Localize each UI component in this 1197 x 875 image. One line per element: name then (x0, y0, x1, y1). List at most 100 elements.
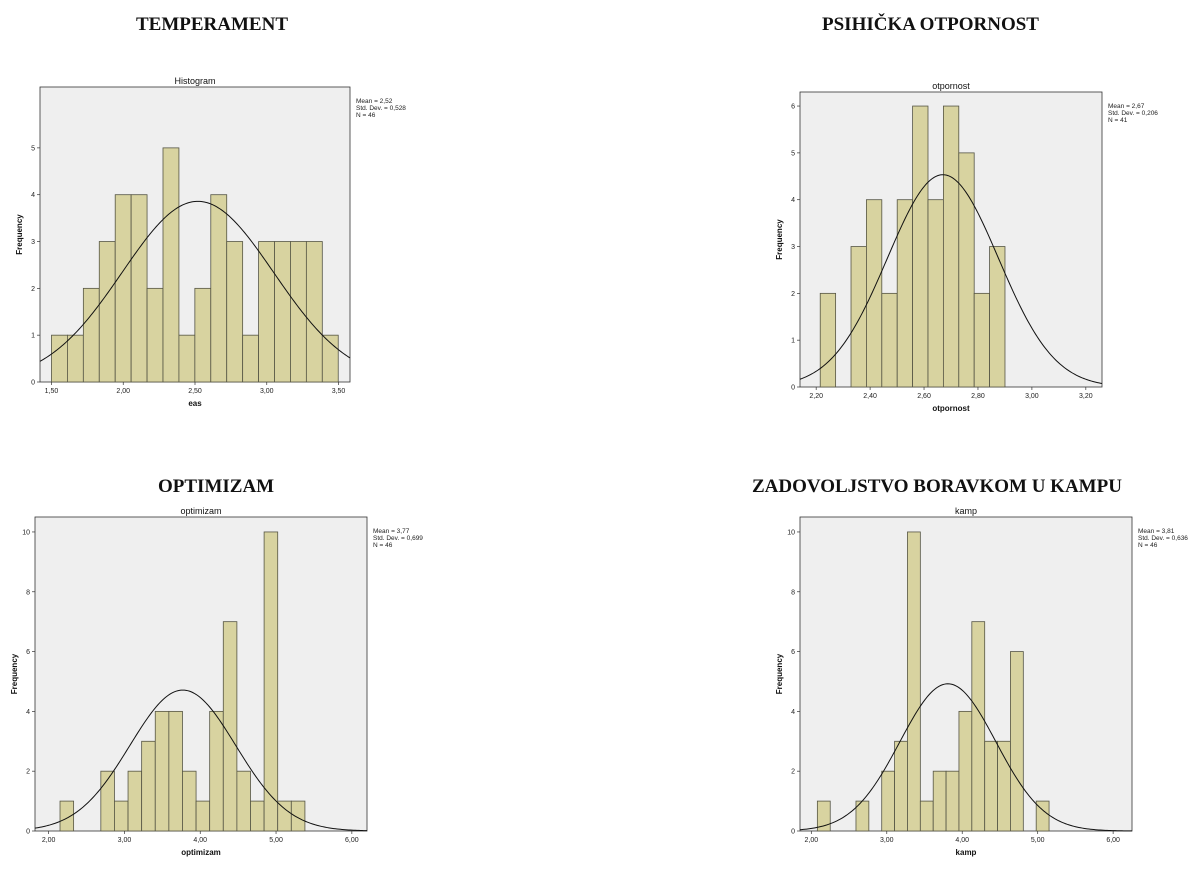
normal-curve (39, 200, 351, 362)
y-tick-label: 2 (31, 286, 35, 293)
histogram-bar (932, 770, 947, 832)
heading-optimizam: OPTIMIZAM (158, 476, 275, 497)
x-tick-label: 6,00 (1106, 837, 1120, 844)
x-axis-label: optimizam (181, 848, 221, 857)
histogram-bar (942, 105, 960, 388)
histogram-bar (127, 770, 143, 832)
y-tick-label: 2 (791, 769, 795, 776)
x-axis-label: eas (188, 399, 202, 408)
x-tick-label: 2,20 (809, 393, 823, 400)
stats-line: Mean = 3,77 (373, 528, 410, 535)
histogram-bar (958, 152, 975, 388)
y-tick-label: 10 (787, 529, 795, 536)
y-tick-label: 3 (791, 244, 795, 251)
x-axis-label: otpornost (932, 404, 970, 413)
stats-line: Mean = 3,81 (1138, 528, 1175, 535)
x-tick-label: 4,00 (955, 837, 969, 844)
histogram-bar (927, 199, 944, 388)
histogram-bar (1035, 800, 1050, 832)
histogram-bar (236, 770, 251, 832)
x-tick-label: 5,00 (269, 837, 283, 844)
histogram-bar (971, 621, 986, 832)
stats-line: Mean = 2,67 (1108, 103, 1145, 110)
histogram-bar (226, 241, 244, 383)
histogram-bar (984, 740, 998, 832)
y-tick-label: 0 (31, 380, 35, 387)
x-tick-label: 3,00 (1025, 393, 1039, 400)
histogram-bar (305, 241, 323, 383)
histogram-bar (194, 287, 212, 383)
histogram-bar (945, 770, 960, 832)
y-tick-label: 6 (791, 649, 795, 656)
histogram-bar (162, 147, 180, 383)
histogram-bar (894, 740, 908, 832)
heading-temperament: TEMPERAMENT (136, 14, 288, 35)
y-tick-label: 8 (791, 589, 795, 596)
x-tick-label: 3,50 (332, 388, 346, 395)
x-tick-label: 2,00 (805, 837, 819, 844)
histogram-bar (866, 199, 883, 388)
y-tick-label: 4 (791, 709, 795, 716)
histogram-bar (997, 740, 1011, 832)
histogram-bar (250, 800, 265, 832)
x-tick-label: 2,00 (42, 837, 56, 844)
histogram-bar (59, 800, 75, 832)
x-tick-label: 2,40 (863, 393, 877, 400)
heading-zadovoljstvo-kamp: ZADOVOLJSTVO BORAVKOM U KAMPU (752, 476, 1122, 497)
x-tick-label: 3,00 (118, 837, 132, 844)
histogram-bar (130, 194, 148, 383)
histogram-temperament: Histogram 1,50 2,00 2,50 3,00 3,50 0 1 2 3 4 5 eas Fr… (15, 76, 406, 408)
stats-line: Std. Dev. = 0,206 (1108, 110, 1158, 117)
x-tick-label: 2,80 (971, 393, 985, 400)
stats-line: Std. Dev. = 0,528 (356, 105, 406, 112)
stats-line: N = 46 (373, 542, 393, 549)
y-tick-label: 6 (26, 649, 30, 656)
y-tick-label: 10 (22, 529, 30, 536)
stats-line: N = 41 (1108, 117, 1128, 124)
histogram-bar (263, 531, 279, 832)
stats-line: N = 46 (1138, 542, 1158, 549)
histogram-bar (182, 770, 197, 832)
histogram-bar (222, 621, 238, 832)
histogram-bar (290, 241, 307, 383)
histogram-bar (195, 800, 211, 832)
y-tick-label: 0 (791, 829, 795, 836)
y-tick-label: 6 (791, 104, 795, 111)
y-tick-label: 1 (791, 338, 795, 345)
histogram-bar (178, 334, 196, 383)
stats-line: Std. Dev. = 0,636 (1138, 535, 1188, 542)
y-tick-label: 3 (31, 239, 35, 246)
x-tick-label: 6,00 (345, 837, 359, 844)
y-tick-label: 2 (26, 769, 30, 776)
stats-line: Mean = 2,52 (356, 98, 393, 105)
histogram-bar (209, 710, 224, 832)
x-axis-label: kamp (956, 848, 977, 857)
histogram-bar (67, 334, 84, 383)
y-tick-label: 2 (791, 291, 795, 298)
x-tick-label: 3,20 (1079, 393, 1093, 400)
y-tick-label: 0 (791, 385, 795, 392)
y-tick-label: 4 (791, 197, 795, 204)
histogram-bar (850, 246, 867, 388)
y-axis-label: Frequency (15, 214, 24, 255)
y-tick-label: 4 (26, 709, 30, 716)
x-tick-label: 5,00 (1031, 837, 1045, 844)
heading-psihicka-otpornost: PSIHIČKA OTPORNOST (822, 14, 1039, 35)
y-axis-label: Frequency (775, 653, 784, 694)
y-axis-label: Frequency (775, 219, 784, 260)
x-tick-label: 2,50 (188, 388, 202, 395)
histogram-bar (881, 292, 898, 388)
chart-title: optimizam (180, 506, 221, 516)
stats-line: N = 46 (356, 112, 376, 119)
y-tick-label: 5 (791, 150, 795, 157)
histogram-bar (919, 800, 934, 832)
histogram-bar (1010, 651, 1024, 832)
histogram-otpornost: otpornost 2,20 2,40 2,60 2,80 3,00 3,20 0 1 2 3 4 5 6… (775, 81, 1158, 413)
chart-title: Histogram (174, 76, 215, 86)
histogram-bar (210, 194, 228, 383)
histogram-bar (146, 287, 164, 383)
y-tick-label: 4 (31, 192, 35, 199)
chart-title: otpornost (932, 81, 970, 91)
x-tick-label: 2,00 (116, 388, 130, 395)
plot-area (34, 516, 368, 832)
